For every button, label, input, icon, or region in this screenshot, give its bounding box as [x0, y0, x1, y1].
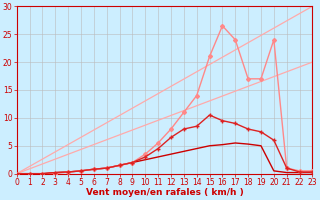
X-axis label: Vent moyen/en rafales ( km/h ): Vent moyen/en rafales ( km/h ) — [86, 188, 244, 197]
